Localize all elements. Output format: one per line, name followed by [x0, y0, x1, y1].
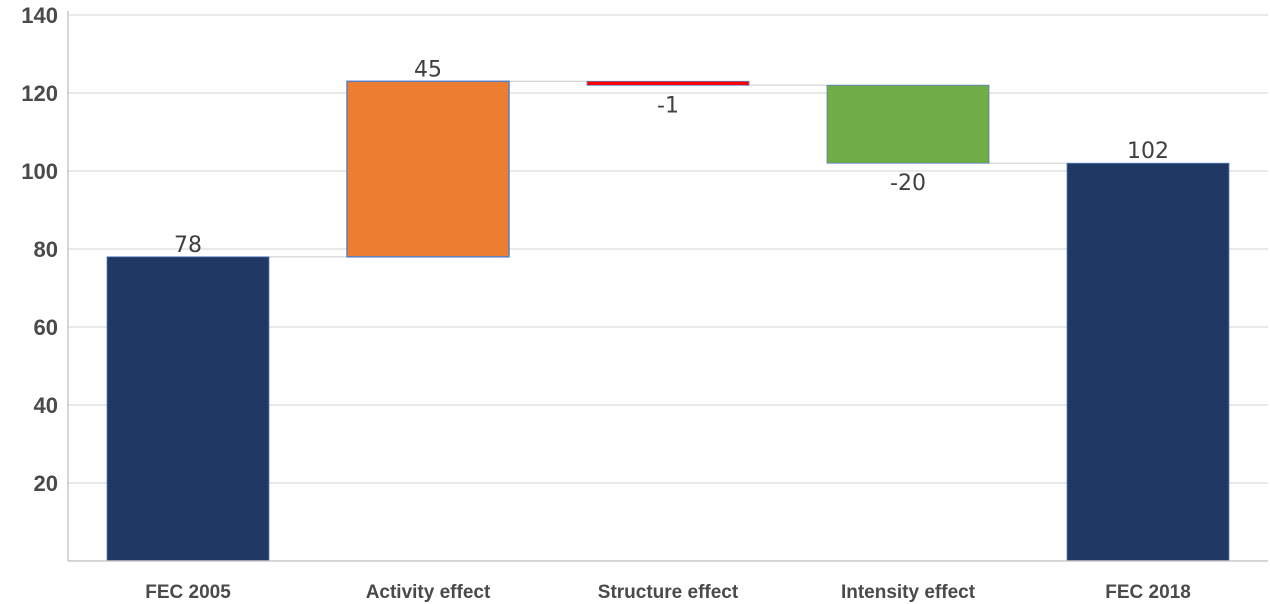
- y-tick-label: 120: [21, 81, 58, 106]
- bars: [106, 80, 1230, 562]
- data-label: 45: [414, 57, 442, 82]
- y-tick-label: 140: [21, 3, 58, 28]
- x-axis-ticks: FEC 2005 Activity effect Structure effect I…: [145, 582, 1191, 603]
- fec-2005-bar: [106, 256, 270, 562]
- connector-lines: [269, 80, 1067, 258]
- fec-2018-bar: [1066, 162, 1230, 562]
- y-tick-label: 40: [34, 393, 58, 418]
- x-tick-label: Activity effect: [366, 582, 491, 603]
- y-tick-label: 80: [34, 237, 58, 262]
- y-tick-label: 20: [34, 471, 58, 496]
- data-label: 102: [1127, 139, 1169, 164]
- data-label: 78: [174, 233, 202, 258]
- intensity-effect-bar: [826, 84, 990, 164]
- x-tick-label: Structure effect: [598, 582, 739, 603]
- x-tick-label: FEC 2018: [1105, 582, 1191, 603]
- x-tick-label: Intensity effect: [841, 582, 976, 603]
- activity-effect-bar: [346, 80, 510, 258]
- x-tick-label: FEC 2005: [145, 582, 231, 603]
- data-label: -1: [657, 93, 679, 118]
- y-axis-ticks: 20 40 60 80 100 120 140: [21, 3, 58, 496]
- y-tick-label: 100: [21, 159, 58, 184]
- data-labels: 78 45 -1 -20 102: [174, 57, 1169, 257]
- y-tick-label: 60: [34, 315, 58, 340]
- data-label: -20: [890, 171, 926, 196]
- structure-effect-bar: [586, 80, 750, 86]
